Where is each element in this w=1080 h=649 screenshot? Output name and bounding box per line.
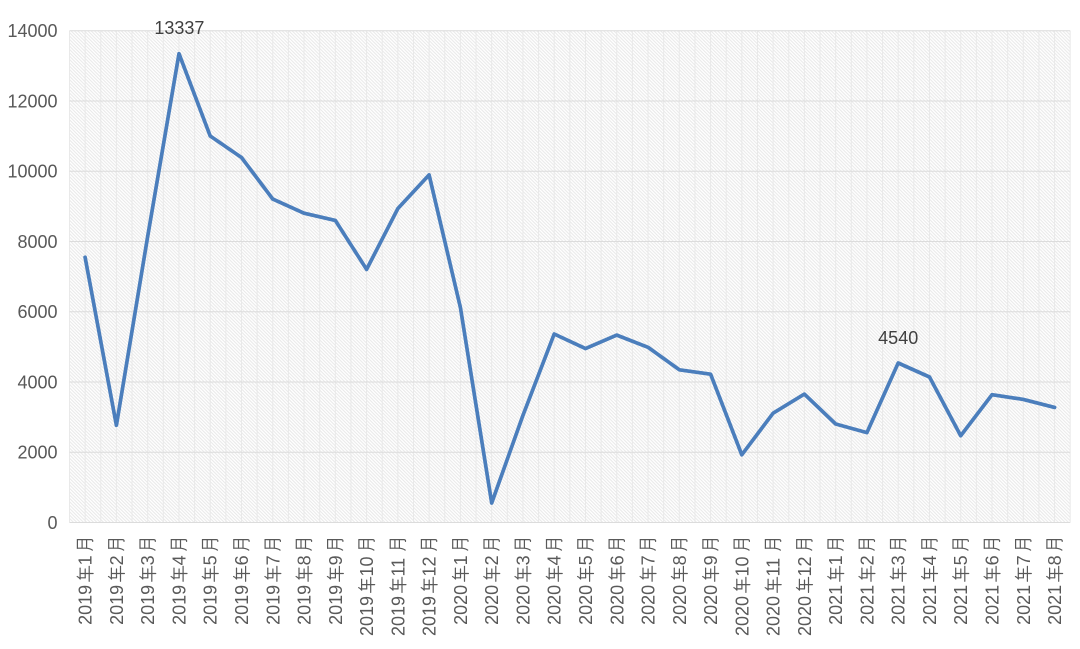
svg-text:2020: 2020 — [701, 585, 721, 625]
svg-text:7: 7 — [263, 555, 283, 565]
svg-text:11: 11 — [388, 558, 408, 577]
svg-text:14000: 14000 — [7, 21, 57, 41]
svg-text:2020: 2020 — [732, 596, 752, 636]
svg-text:10: 10 — [357, 556, 377, 576]
svg-text:13337: 13337 — [154, 18, 204, 38]
svg-text:4: 4 — [170, 555, 190, 565]
svg-text:7: 7 — [639, 555, 659, 565]
svg-text:2021: 2021 — [889, 585, 909, 625]
svg-text:12000: 12000 — [7, 91, 57, 111]
svg-text:9: 9 — [701, 555, 721, 565]
svg-text:9: 9 — [326, 555, 346, 565]
svg-text:3: 3 — [138, 555, 158, 565]
svg-text:8000: 8000 — [17, 232, 57, 252]
svg-text:2019: 2019 — [388, 596, 408, 636]
svg-text:6: 6 — [983, 555, 1003, 565]
svg-text:2020: 2020 — [482, 585, 502, 625]
svg-text:2000: 2000 — [17, 443, 57, 463]
svg-text:5: 5 — [576, 555, 596, 565]
svg-text:1: 1 — [76, 555, 96, 565]
svg-text:2020: 2020 — [576, 585, 596, 625]
svg-text:10000: 10000 — [7, 162, 57, 182]
svg-text:4000: 4000 — [17, 372, 57, 392]
svg-text:8: 8 — [295, 555, 315, 565]
svg-text:2021: 2021 — [920, 585, 940, 625]
svg-text:2: 2 — [857, 555, 877, 565]
svg-text:12: 12 — [795, 556, 815, 576]
svg-text:2019: 2019 — [326, 585, 346, 625]
svg-text:2: 2 — [107, 555, 127, 565]
svg-text:2021: 2021 — [951, 585, 971, 625]
svg-text:4: 4 — [920, 555, 940, 565]
svg-text:3: 3 — [889, 555, 909, 565]
svg-text:2020: 2020 — [451, 585, 471, 625]
svg-text:3: 3 — [513, 555, 533, 565]
svg-text:2019: 2019 — [232, 585, 252, 625]
svg-text:2020: 2020 — [513, 585, 533, 625]
svg-text:2019: 2019 — [420, 596, 440, 636]
svg-text:2021: 2021 — [1045, 585, 1065, 625]
svg-text:2020: 2020 — [764, 596, 784, 636]
svg-text:1: 1 — [451, 555, 471, 565]
svg-text:2020: 2020 — [795, 596, 815, 636]
svg-text:2019: 2019 — [295, 585, 315, 625]
svg-text:2020: 2020 — [670, 585, 690, 625]
svg-text:2021: 2021 — [857, 585, 877, 625]
svg-text:7: 7 — [1014, 555, 1034, 565]
svg-text:4: 4 — [545, 555, 565, 565]
svg-text:2019: 2019 — [357, 596, 377, 636]
svg-text:12: 12 — [420, 556, 440, 576]
svg-text:2020: 2020 — [607, 585, 627, 625]
svg-text:8: 8 — [1045, 555, 1065, 565]
svg-text:6000: 6000 — [17, 302, 57, 322]
svg-text:4540: 4540 — [878, 328, 918, 348]
svg-text:2019: 2019 — [138, 585, 158, 625]
svg-text:2020: 2020 — [639, 585, 659, 625]
svg-text:2021: 2021 — [826, 585, 846, 625]
svg-text:5: 5 — [951, 555, 971, 565]
svg-text:2019: 2019 — [76, 585, 96, 625]
svg-text:1: 1 — [826, 555, 846, 565]
svg-text:2021: 2021 — [1014, 585, 1034, 625]
svg-text:2020: 2020 — [545, 585, 565, 625]
svg-text:2021: 2021 — [983, 585, 1003, 625]
svg-text:11: 11 — [764, 558, 784, 577]
svg-text:2019: 2019 — [263, 585, 283, 625]
svg-text:10: 10 — [732, 556, 752, 576]
svg-text:2019: 2019 — [170, 585, 190, 625]
svg-text:6: 6 — [607, 555, 627, 565]
svg-text:2019: 2019 — [201, 585, 221, 625]
svg-text:5: 5 — [201, 555, 221, 565]
svg-text:8: 8 — [670, 555, 690, 565]
svg-text:2019: 2019 — [107, 585, 127, 625]
svg-text:6: 6 — [232, 555, 252, 565]
svg-text:0: 0 — [47, 513, 57, 533]
svg-text:2: 2 — [482, 555, 502, 565]
